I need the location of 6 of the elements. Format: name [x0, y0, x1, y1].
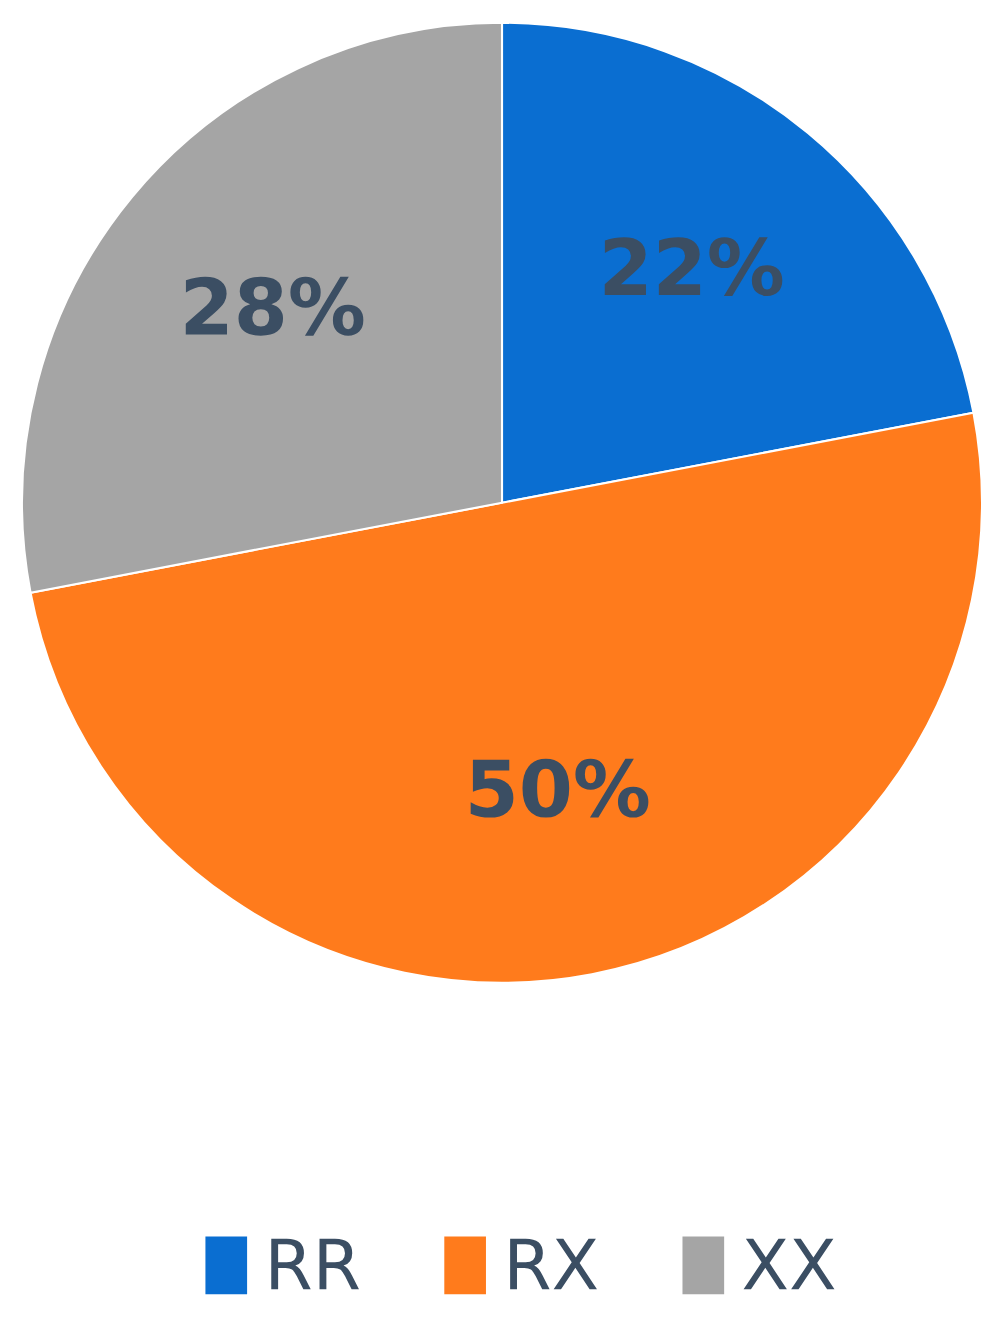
data-label: 50% [470, 758, 649, 818]
data-label: 22% [604, 237, 783, 297]
legend-label: XX [743, 1238, 835, 1290]
legend-label: RX [510, 1238, 597, 1290]
legend-label: RR [271, 1238, 359, 1290]
data-label: 28% [185, 276, 364, 336]
